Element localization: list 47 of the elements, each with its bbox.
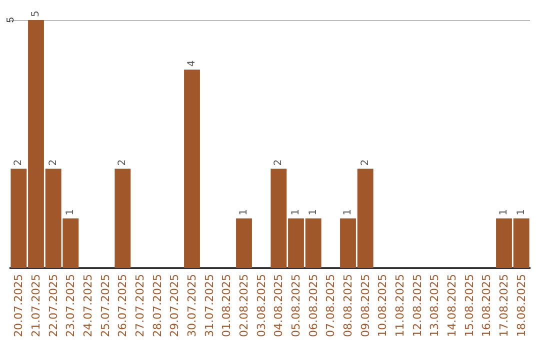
x-tick-label: 24.07.2025 [82, 274, 94, 338]
data-label: 1 [238, 209, 250, 216]
x-tick-label: 11.08.2025 [394, 274, 406, 338]
x-tick-label: 10.08.2025 [376, 274, 390, 338]
x-tick-label: 16.08.2025 [480, 274, 494, 338]
x-tick-label: 07.08.2025 [324, 274, 338, 338]
x-tick-label: 30.07.2025 [186, 274, 198, 338]
x-tick-label: 14.08.2025 [446, 274, 458, 338]
x-tick-label: 31.07.2025 [202, 274, 216, 338]
data-label: 1 [308, 209, 319, 216]
bar [184, 70, 200, 268]
x-tick-label: 21.07.2025 [30, 274, 42, 338]
x-tick-label: 28.07.2025 [150, 274, 164, 338]
x-tick-label: 25.07.2025 [98, 274, 112, 338]
x-tick-label: 08.08.2025 [342, 274, 354, 338]
x-tick-label: 12.08.2025 [410, 274, 424, 338]
x-tick-label: 06.08.2025 [306, 274, 320, 338]
x-tick-label: 20.07.2025 [12, 274, 26, 338]
data-label: 2 [360, 159, 371, 166]
x-tick-label: 03.08.2025 [254, 274, 268, 338]
x-tick-label: 09.08.2025 [358, 274, 372, 338]
x-tick-label: 02.08.2025 [238, 274, 250, 338]
data-label: 1 [290, 209, 302, 216]
bar [236, 218, 252, 268]
x-tick-label: 22.07.2025 [46, 274, 60, 338]
x-tick-label: 05.08.2025 [290, 274, 302, 338]
x-tick-label: 18.08.2025 [514, 274, 528, 338]
x-tick-label: 27.07.2025 [134, 274, 146, 338]
x-tick-label: 13.08.2025 [428, 274, 442, 338]
data-label: 5 [30, 10, 42, 17]
x-tick-label: 23.07.2025 [64, 274, 78, 338]
data-label: 2 [48, 159, 59, 166]
data-label: 1 [498, 209, 510, 216]
x-tick-label: 29.07.2025 [168, 274, 182, 338]
data-label: 2 [273, 159, 284, 166]
data-label: 1 [516, 209, 527, 216]
data-label: 2 [13, 159, 24, 166]
x-tick-label: 04.08.2025 [272, 274, 286, 338]
bar [114, 168, 131, 268]
data-label: 4 [186, 60, 198, 67]
data-label: 1 [65, 209, 76, 216]
x-tick-label: 15.08.2025 [462, 274, 476, 338]
data-label: 1 [342, 209, 354, 216]
x-tick-label: 26.07.2025 [116, 274, 130, 338]
x-tick-label: 01.08.2025 [220, 274, 234, 338]
x-tick-label: 17.08.2025 [498, 274, 510, 338]
data-label: 2 [117, 159, 128, 166]
